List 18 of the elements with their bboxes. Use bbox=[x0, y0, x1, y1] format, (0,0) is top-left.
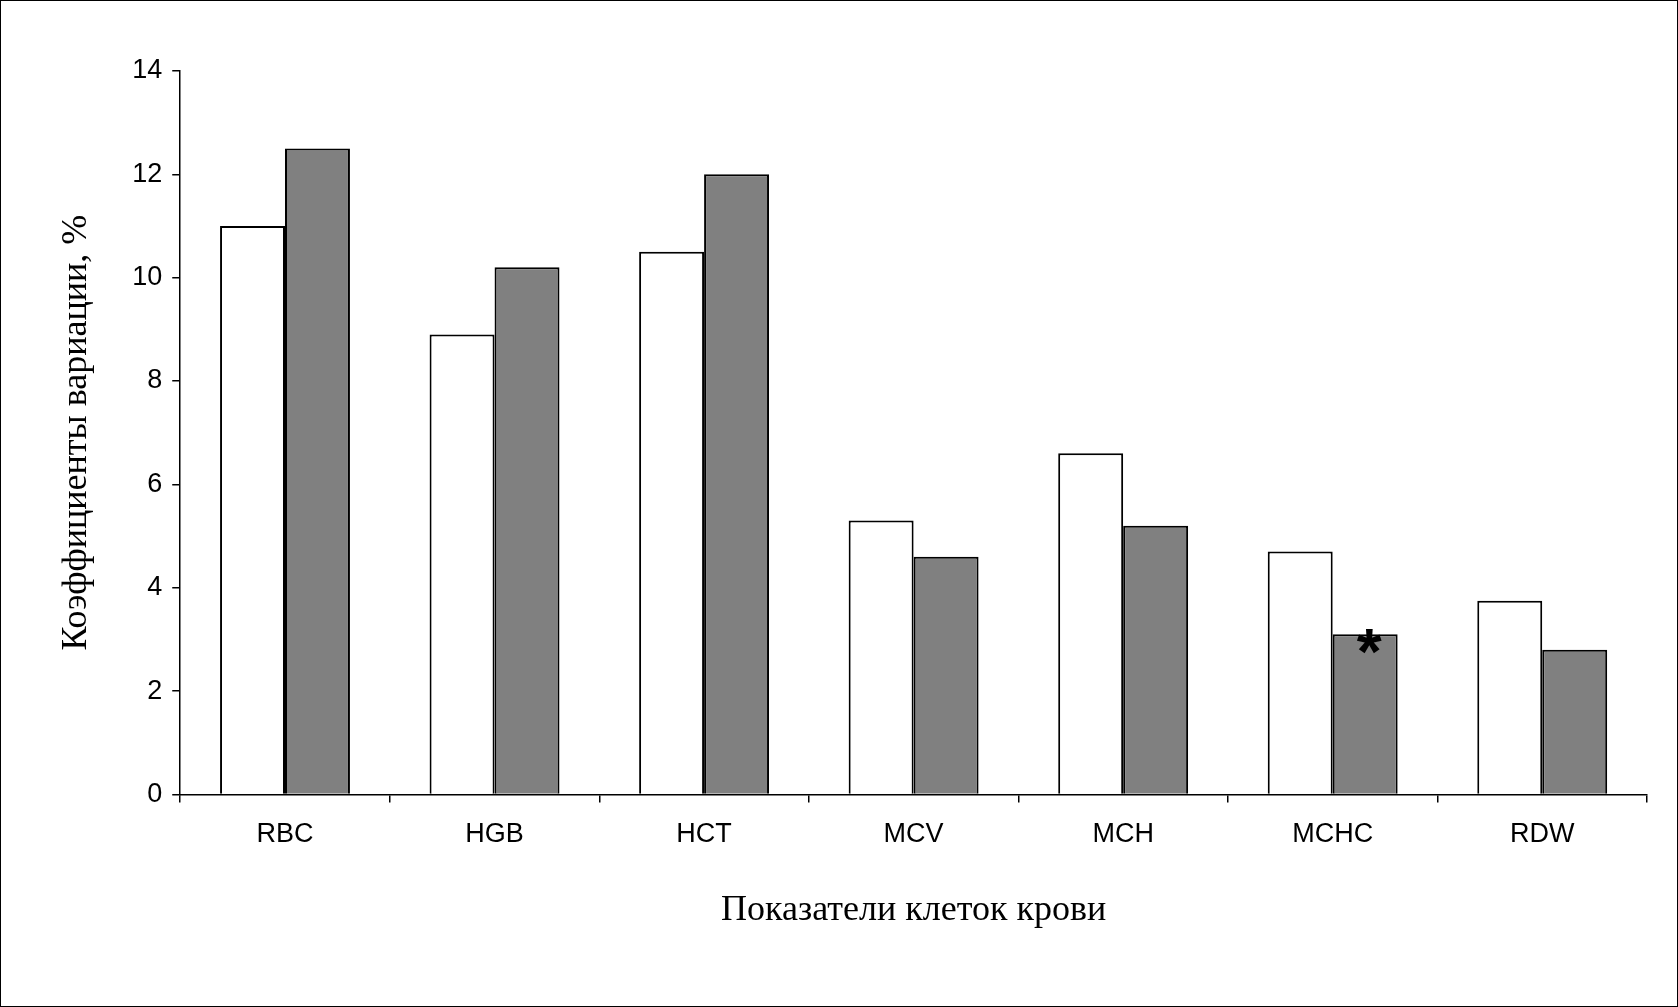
y-tick-label: 6 bbox=[147, 467, 163, 498]
y-tick-label: 12 bbox=[132, 157, 163, 188]
x-tick-label: HCT bbox=[676, 818, 732, 849]
annotation: * bbox=[1356, 616, 1382, 689]
x-tick-label: RDW bbox=[1509, 818, 1575, 849]
y-tick-label: 14 bbox=[132, 54, 163, 85]
x-tick-label: MCHC bbox=[1292, 818, 1374, 849]
x-axis-title: Показатели клеток крови bbox=[721, 887, 1107, 928]
y-tick-label: 2 bbox=[147, 674, 163, 705]
x-tick-label: MCV bbox=[883, 818, 944, 849]
y-tick-label: 0 bbox=[147, 777, 163, 808]
y-axis-title: Коэффициенты вариации, % bbox=[54, 214, 95, 651]
y-tick-label: 10 bbox=[132, 261, 163, 292]
y-tick-label: 8 bbox=[147, 364, 163, 395]
x-tick-label: RBC bbox=[256, 818, 314, 849]
x-tick-label: HGB bbox=[465, 818, 524, 849]
y-tick-label: 4 bbox=[147, 571, 163, 602]
x-tick-label: MCH bbox=[1092, 818, 1154, 849]
